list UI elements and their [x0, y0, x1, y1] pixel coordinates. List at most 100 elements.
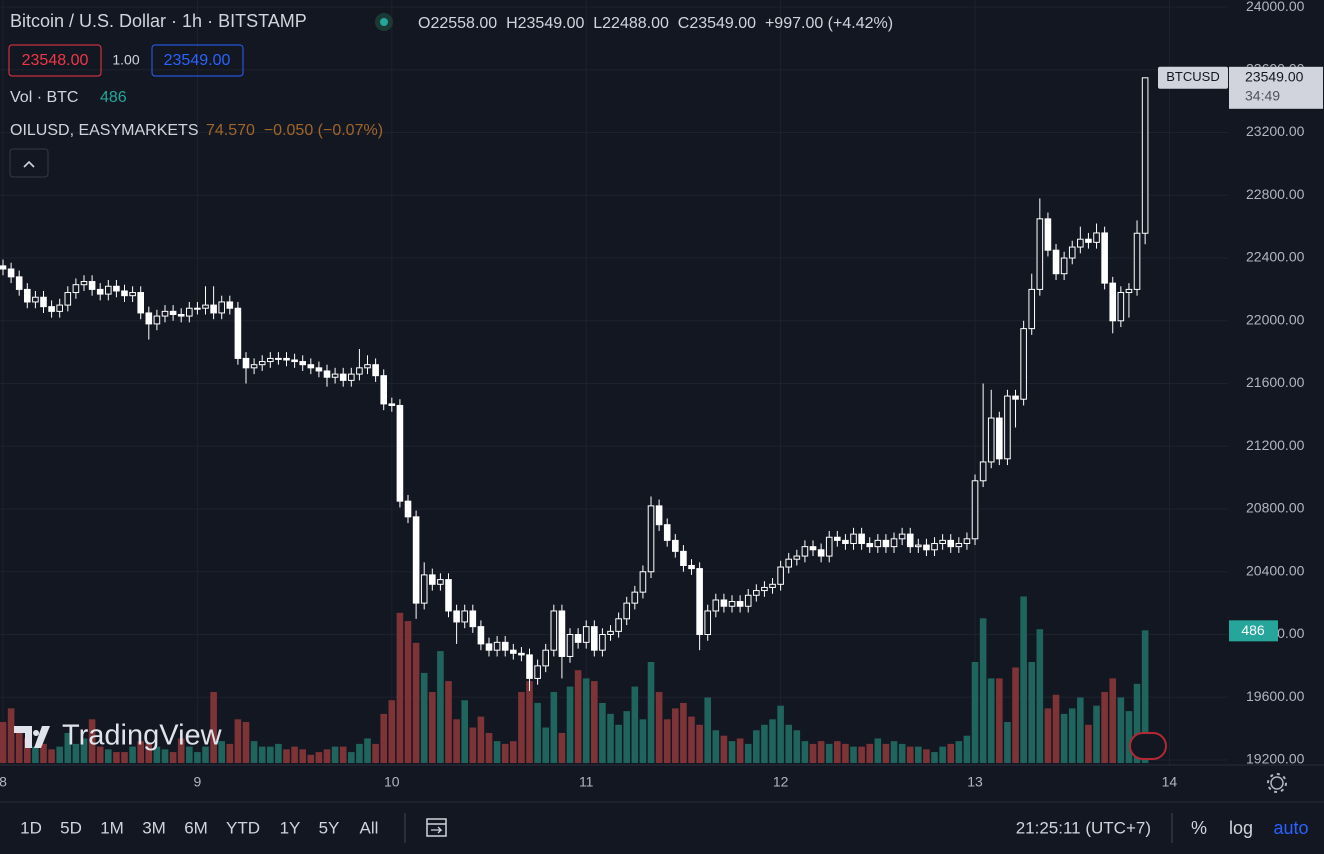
volume-bar: [348, 752, 355, 763]
candle-body: [696, 568, 703, 635]
volume-bar: [1068, 708, 1076, 763]
volume-bar: [372, 743, 379, 763]
volume-bar: [275, 743, 282, 763]
event-flag[interactable]: [1129, 732, 1167, 760]
symbol-title: Bitcoin / U.S. Dollar · 1h · BITSTAMP: [10, 11, 307, 31]
volume-bar: [817, 741, 825, 763]
range-button[interactable]: All: [360, 818, 379, 837]
range-button[interactable]: 1M: [100, 818, 124, 837]
volume-bar: [445, 681, 452, 763]
volume-bar: [412, 642, 420, 763]
volume-bar: [542, 727, 550, 763]
candle-body: [48, 306, 55, 312]
candle-body: [647, 505, 655, 573]
volume-bar: [218, 741, 226, 763]
volume-bar: [339, 746, 347, 763]
volume-bar: [137, 741, 145, 763]
candle-body: [510, 649, 517, 654]
volume-bar: [242, 722, 250, 763]
scale-option[interactable]: log: [1229, 818, 1253, 838]
date-range-icon[interactable]: [426, 818, 447, 837]
candle-body: [842, 539, 849, 545]
candle-body: [501, 641, 509, 651]
clock[interactable]: 21:25:11 (UTC+7): [1016, 818, 1151, 837]
volume-bar: [429, 692, 436, 763]
volume-bar: [1077, 697, 1084, 763]
y-tick-label: 22000.00: [1246, 311, 1305, 327]
range-button[interactable]: 5D: [60, 818, 82, 837]
candle-body: [1052, 249, 1060, 275]
range-button[interactable]: 6M: [184, 818, 208, 837]
symbol-label: BTCUSD: [1166, 69, 1219, 84]
y-tick-label: 24000.00: [1246, 0, 1305, 14]
volume-bar: [882, 743, 890, 763]
scale-option[interactable]: auto: [1273, 818, 1308, 838]
candle-body: [1133, 232, 1141, 290]
volume-bar: [299, 749, 307, 763]
candle-body: [825, 536, 833, 557]
candle-body: [931, 543, 938, 551]
volume-bar: [32, 746, 39, 763]
watermark: TradingView: [62, 720, 223, 752]
volume-bar: [534, 702, 541, 763]
candle-body: [348, 373, 355, 381]
volume-bar: [129, 746, 136, 763]
spread: 1.00: [112, 52, 139, 68]
candle-body: [307, 364, 315, 369]
x-tick-label: 10: [384, 774, 400, 790]
candle-body: [113, 285, 120, 292]
candle-body: [720, 599, 728, 607]
volume-bar: [1060, 713, 1068, 763]
candle-body: [105, 285, 112, 295]
scale-option[interactable]: %: [1191, 818, 1207, 838]
volume-bar: [769, 719, 776, 763]
volume-bar: [623, 711, 631, 763]
volume-bar: [40, 743, 47, 763]
volume-bar: [437, 651, 444, 763]
range-button[interactable]: YTD: [226, 818, 260, 837]
candle-body: [437, 579, 444, 585]
sell-button[interactable]: [8, 44, 102, 77]
candle-body: [1004, 395, 1011, 460]
volume-bar: [23, 738, 31, 763]
volume-bar: [591, 681, 598, 763]
volume-bar: [113, 752, 120, 763]
candle-body: [680, 550, 687, 566]
volume-bar: [1117, 697, 1125, 763]
candle-body: [963, 538, 971, 545]
candle-body: [817, 549, 825, 557]
range-button[interactable]: 5Y: [319, 818, 340, 837]
candle-body: [469, 610, 477, 628]
candle-body: [23, 288, 31, 303]
candle-body: [299, 361, 307, 366]
volume-bar: [307, 754, 315, 763]
candle-body: [64, 292, 72, 306]
candle-body: [574, 633, 582, 643]
candle-body: [186, 307, 193, 317]
volume-bar: [963, 735, 971, 763]
volume-legend-value: 486: [100, 89, 127, 106]
candle-body: [801, 546, 809, 557]
range-button[interactable]: 3M: [142, 818, 166, 837]
volume-bar: [647, 661, 655, 763]
x-tick-label: 11: [579, 774, 594, 790]
range-button[interactable]: 1D: [20, 818, 42, 837]
settings-icon[interactable]: [1267, 773, 1287, 793]
y-tick-label: 21200.00: [1246, 437, 1305, 453]
volume-bar: [210, 692, 217, 763]
volume-bar: [493, 741, 501, 763]
symbol-label-bg: [1158, 66, 1228, 89]
volume-bar: [615, 724, 622, 763]
volume-bar: [169, 752, 177, 763]
buy-button[interactable]: [151, 44, 244, 77]
volume-bar: [631, 686, 639, 763]
candle-body: [744, 594, 752, 607]
volume-bar: [955, 741, 963, 763]
candle-body: [793, 555, 801, 560]
range-button[interactable]: 1Y: [280, 818, 301, 837]
volume-bar: [979, 618, 987, 763]
volume-bar: [923, 749, 930, 763]
axis-labels: 19200.0019600.0020000.0020400.0020800.00…: [0, 0, 1323, 790]
candle-body: [1093, 232, 1100, 243]
volume-bar: [1141, 630, 1149, 763]
